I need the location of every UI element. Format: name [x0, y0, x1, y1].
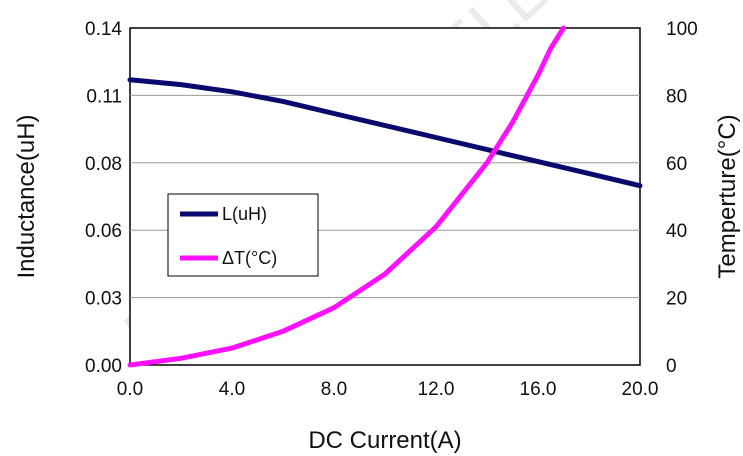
x-axis-title: DC Current(A) — [308, 427, 461, 454]
y-right-tick-label: 60 — [666, 154, 687, 175]
legend-label-inductance: L(uH) — [222, 204, 267, 224]
y-left-tick-label: 0.14 — [85, 19, 122, 40]
y-right-tick-labels: 0 20 40 60 80 100 — [666, 19, 698, 377]
y-left-tick-label: 0.03 — [85, 289, 122, 310]
legend-box — [167, 193, 319, 277]
series-line-inductance — [127, 77, 643, 189]
x-tick-label: 20.0 — [622, 379, 659, 400]
legend-label-temperature: ΔT(°C) — [222, 248, 277, 268]
y-left-tick-label: 0.06 — [85, 221, 122, 242]
x-tick-label: 0.0 — [117, 379, 143, 400]
x-tick-label: 8.0 — [321, 379, 347, 400]
y-right-tick-label: 0 — [666, 356, 677, 377]
y-left-tick-labels: 0.00 0.03 0.06 0.08 0.11 0.14 — [85, 19, 122, 377]
x-tick-label: 16.0 — [520, 379, 557, 400]
y-right-axis-title: Temperture(°C) — [714, 114, 741, 278]
series-line-temperature — [127, 25, 566, 368]
y-left-tick-label: 0.08 — [85, 154, 122, 175]
x-tick-label: 12.0 — [418, 379, 455, 400]
y-left-axis-title: Inductance(uH) — [13, 114, 40, 278]
y-right-tick-label: 20 — [666, 289, 687, 310]
y-right-tick-label: 100 — [666, 19, 698, 40]
y-left-tick-label: 0.00 — [85, 356, 122, 377]
y-right-tick-label: 80 — [666, 86, 687, 107]
y-left-tick-label: 0.11 — [86, 86, 122, 107]
x-tick-labels: 0.0 4.0 8.0 12.0 16.0 20.0 — [117, 379, 659, 400]
legend: L(uH) ΔT(°C) — [167, 193, 319, 277]
y-right-tick-label: 40 — [666, 221, 687, 242]
series — [127, 25, 643, 368]
x-tick-label: 4.0 — [219, 379, 245, 400]
